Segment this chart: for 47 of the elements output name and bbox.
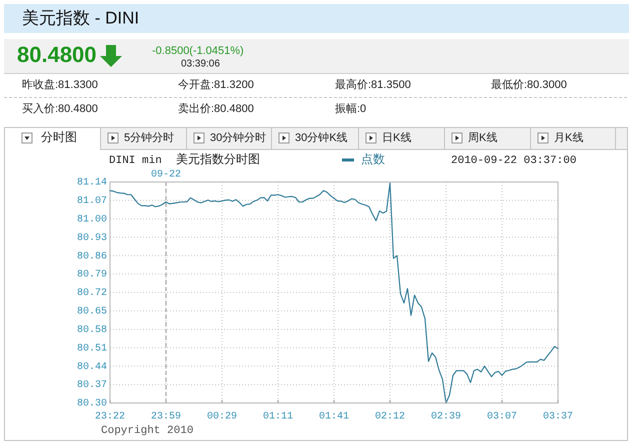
y-tick-label: 81.14 (76, 178, 107, 189)
text: 30分钟分时 (210, 130, 266, 144)
y-tick-label: 80.72 (76, 288, 107, 300)
y-tick-label: 80.93 (76, 232, 107, 244)
legend-label: 点数 (361, 152, 385, 166)
x-tick-label: 02:39 (430, 412, 462, 423)
x-tick-label: 01:11 (262, 412, 294, 423)
text: 03:39:06 (181, 58, 220, 70)
text: DINI min (109, 154, 162, 167)
text: 月K线 (554, 130, 584, 144)
x-tick-label: 23:22 (94, 412, 126, 423)
y-tick-label: 80.51 (76, 343, 107, 354)
text: 卖出价:80.4800 (178, 102, 254, 115)
y-tick-label: 80.30 (76, 398, 107, 410)
chart-subtitle: 美元指数分时图 (176, 152, 260, 166)
x-tick-label: 23:59 (150, 412, 182, 423)
text: 最高价:81.3500 (335, 78, 411, 91)
y-tick-label: 80.86 (76, 251, 107, 262)
text: 80.4800 (17, 42, 97, 67)
y-tick-label: 80.37 (76, 380, 107, 392)
text: 最低价:80.3000 (491, 78, 567, 91)
text: 2010-09-22 03:37:00 (451, 154, 576, 167)
x-tick-label: 03:07 (486, 412, 518, 423)
y-tick-label: 80.58 (76, 324, 107, 336)
x-tick-label: 02:12 (374, 412, 406, 423)
y-tick-label: 81.00 (76, 214, 107, 226)
text: 日K线 (382, 130, 412, 144)
text: 5分钟分时 (124, 130, 174, 144)
text: 今开盘:81.3200 (178, 78, 254, 91)
x-tick-label: 03:37 (542, 412, 574, 423)
text: -0.8500(-1.0451%) (152, 44, 244, 57)
ref-line-label: 09-22 (150, 170, 182, 181)
y-tick-label: 81.07 (76, 196, 107, 208)
x-tick-label: 01:41 (318, 412, 350, 423)
y-tick-label: 80.44 (76, 362, 107, 373)
text: 昨收盘:81.3300 (22, 78, 98, 91)
text: Copyright 2010 (101, 424, 194, 437)
text: 周K线 (468, 130, 498, 144)
text: 买入价:80.4800 (22, 102, 98, 115)
x-tick-label: 00:29 (206, 412, 238, 423)
y-tick-label: 80.65 (76, 306, 107, 318)
y-tick-label: 80.79 (76, 270, 107, 281)
text: 30分钟K线 (295, 130, 348, 144)
chart-title: 美元指数 - DINI (22, 8, 140, 28)
text: 分时图 (41, 130, 77, 144)
line-series (109, 182, 559, 404)
text: 振幅:0 (335, 102, 366, 115)
